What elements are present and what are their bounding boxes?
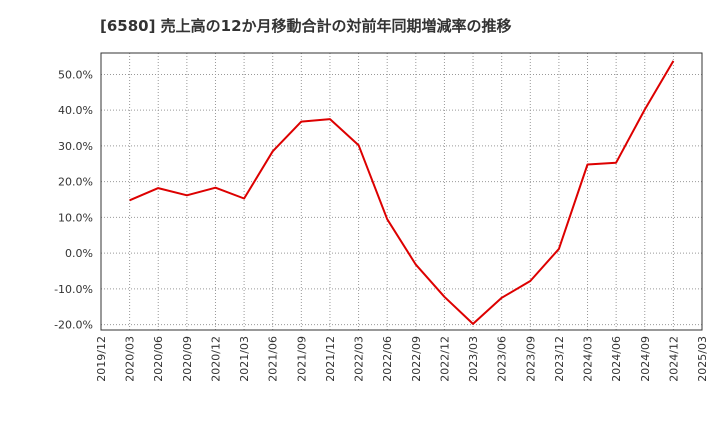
x-tick-label: 2022/06	[381, 336, 394, 382]
x-tick-label: 2020/12	[209, 336, 222, 382]
x-tick-label: 2022/09	[410, 336, 423, 382]
x-tick-label: 2023/06	[496, 336, 509, 382]
x-tick-label: 2021/06	[267, 336, 280, 382]
x-tick-label: 2021/03	[238, 336, 251, 382]
y-tick-label: 10.0%	[58, 211, 93, 224]
x-tick-label: 2024/09	[639, 336, 652, 382]
y-tick-label: 20.0%	[58, 176, 93, 189]
x-tick-label: 2021/12	[324, 336, 337, 382]
plot-frame	[100, 52, 703, 331]
y-axis-ticks: -20.0% -10.0% 0.0% 10.0% 20.0% 30.0% 40.0% 50.0…	[54, 68, 93, 331]
y-tick-label: -10.0%	[54, 283, 93, 296]
x-tick-label: 2023/12	[553, 336, 566, 382]
x-tick-label: 2019/12	[95, 336, 108, 382]
x-tick-label: 2023/09	[524, 336, 537, 382]
x-axis-ticks: 2019/12 2020/03 2020/06 2020/09 2020/12 2021/…	[95, 336, 709, 382]
chart-title: [6580] 売上高の12か月移動合計の対前年同期増減率の推移	[100, 17, 512, 35]
x-tick-label: 2020/03	[124, 336, 137, 382]
x-tick-label: 2020/09	[181, 336, 194, 382]
y-tick-label: 0.0%	[65, 247, 93, 260]
y-tick-label: 50.0%	[58, 68, 93, 81]
x-tick-label: 2025/03	[696, 336, 709, 382]
y-tick-label: 40.0%	[58, 104, 93, 117]
x-tick-label: 2024/06	[610, 336, 623, 382]
x-tick-label: 2022/12	[438, 336, 451, 382]
grid	[100, 53, 703, 330]
x-tick-label: 2024/12	[667, 336, 680, 382]
x-tick-label: 2021/09	[295, 336, 308, 382]
x-tick-label: 2022/03	[353, 336, 366, 382]
series-line	[129, 60, 675, 325]
series-layer	[129, 60, 675, 325]
y-tick-label: 30.0%	[58, 140, 93, 153]
x-tick-label: 2023/03	[467, 336, 480, 382]
y-tick-label: -20.0%	[54, 319, 93, 332]
x-tick-label: 2024/03	[582, 336, 595, 382]
x-tick-label: 2020/06	[152, 336, 165, 382]
